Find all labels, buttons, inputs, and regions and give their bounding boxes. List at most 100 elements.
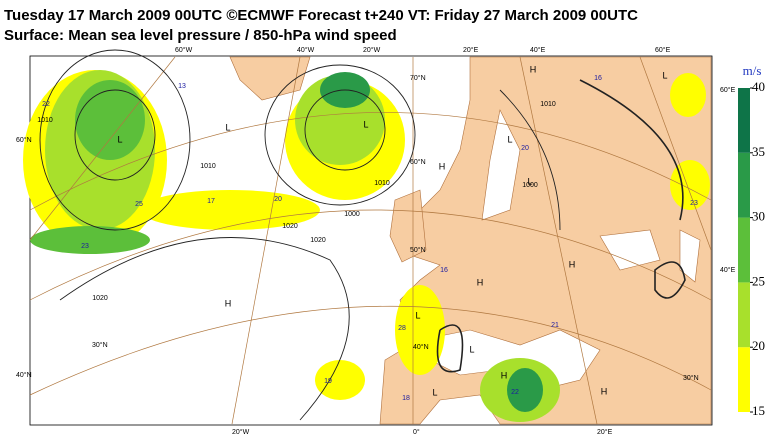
isobar	[304, 89, 386, 171]
parallel	[29, 305, 712, 396]
pressure-centre: H	[601, 386, 608, 396]
meridian	[29, 56, 176, 241]
graticule	[29, 56, 712, 425]
meridian	[519, 56, 598, 425]
title: Tuesday 17 March 2009 00UTC ©ECMWF Forec…	[4, 7, 638, 24]
subtitle: Surface: Mean sea level pressure / 850-h…	[4, 27, 397, 44]
graticule-label: 40°N	[16, 371, 32, 379]
isobar-label: 1020	[92, 295, 108, 302]
isobar-label: 1010	[540, 101, 556, 108]
graticule-label: 60°W	[175, 46, 193, 54]
graticule-label: 40°N	[413, 343, 429, 351]
wind-label: 16	[594, 75, 602, 82]
wind-label: 18	[402, 395, 410, 402]
graticule-label: 20°E	[597, 428, 613, 436]
graticule-label: 20°W	[232, 428, 250, 436]
graticule-label: 60°N	[16, 136, 32, 144]
wind-area	[140, 190, 320, 230]
land	[389, 189, 427, 263]
wind-label: 23	[81, 243, 89, 250]
graticule-label: 40°E	[720, 266, 736, 274]
pressure-centre: H	[439, 161, 446, 171]
wind-label: 28	[398, 325, 406, 332]
colorbar-band	[738, 88, 750, 153]
graticule-label: 60°N	[410, 158, 426, 166]
colorbar-band	[738, 347, 750, 412]
wind-label: 21	[551, 322, 559, 329]
pressure-centre: L	[225, 122, 230, 132]
wind-label: 13	[178, 83, 186, 90]
pressure-centre: L	[415, 310, 420, 320]
colorbar-band	[738, 152, 750, 218]
isobar	[59, 237, 350, 421]
graticule-label: 60°E	[655, 46, 671, 54]
wind-area	[315, 360, 365, 400]
colorbar-band	[738, 217, 750, 283]
isobar-label: 1000	[522, 182, 538, 189]
wind-shading	[23, 70, 710, 422]
pressure-centre: L	[432, 387, 437, 397]
pressure-centre: L	[527, 176, 532, 186]
isobar-label: 1020	[310, 237, 326, 244]
isobar	[264, 64, 416, 206]
pressure-centre: H	[530, 64, 537, 74]
wind-label: 19	[324, 378, 332, 385]
wind-label: 20	[521, 145, 529, 152]
graticule-label: 70°N	[410, 74, 426, 82]
pressure-centre: L	[117, 134, 122, 144]
graticule-label: 30°N	[92, 341, 108, 349]
sea	[599, 229, 661, 271]
graticule-label: 40°W	[297, 46, 315, 54]
pressure-centre: L	[469, 344, 474, 354]
isobar	[579, 79, 684, 221]
graticule-label: 0°	[413, 428, 420, 436]
graticule-label: 30°N	[683, 374, 699, 382]
pressure-centre: H	[501, 370, 508, 380]
pressure-centre: L	[363, 119, 368, 129]
isobar	[39, 49, 191, 231]
graticule-label: 40°E	[530, 46, 546, 54]
sea	[481, 109, 521, 221]
map	[23, 49, 713, 426]
pressure-centre: L	[507, 134, 512, 144]
pressure-centre: H	[477, 277, 484, 287]
colorbar-unit: m/s	[743, 63, 762, 78]
wind-label: 22	[42, 101, 50, 108]
colorbar-tick-label: 15	[752, 403, 765, 418]
wind-area	[670, 160, 710, 210]
wind-label: 25	[135, 201, 143, 208]
pressure-centre: H	[569, 259, 576, 269]
colorbar-tick-label: 40	[752, 79, 765, 94]
wind-label: 23	[690, 200, 698, 207]
colorbar-tick-label: 35	[752, 144, 765, 159]
isobar	[499, 89, 561, 231]
isobar-label: 1010	[37, 117, 53, 124]
parallel	[29, 209, 712, 301]
wind-area	[30, 226, 150, 254]
isobars	[39, 49, 686, 421]
land	[229, 56, 311, 101]
wind-label: 20	[274, 196, 282, 203]
wind-area	[507, 368, 543, 412]
graticule-label: 20°E	[463, 46, 479, 54]
isobar	[74, 89, 156, 181]
graticule-label: 60°E	[720, 86, 736, 94]
isobar	[654, 261, 686, 299]
pressure-centre: H	[225, 298, 232, 308]
isobar-label: 1020	[282, 223, 298, 230]
isobar-label: 1000	[344, 211, 360, 218]
graticule-label: 20°W	[363, 46, 381, 54]
isobar	[436, 324, 464, 373]
pressure-centre: L	[662, 70, 667, 80]
wind-area	[75, 80, 145, 160]
sea	[679, 229, 701, 283]
graticule-label: 50°N	[410, 246, 426, 254]
isobar-label: 1010	[374, 180, 390, 187]
colorbar-tick-label: 25	[752, 273, 765, 288]
isobar-label: 1010	[200, 163, 216, 170]
wind-area	[670, 73, 706, 117]
colorbar-tick-label: 20	[752, 338, 765, 353]
wind-label: 16	[440, 267, 448, 274]
colorbar-tick-label: 30	[752, 209, 765, 224]
